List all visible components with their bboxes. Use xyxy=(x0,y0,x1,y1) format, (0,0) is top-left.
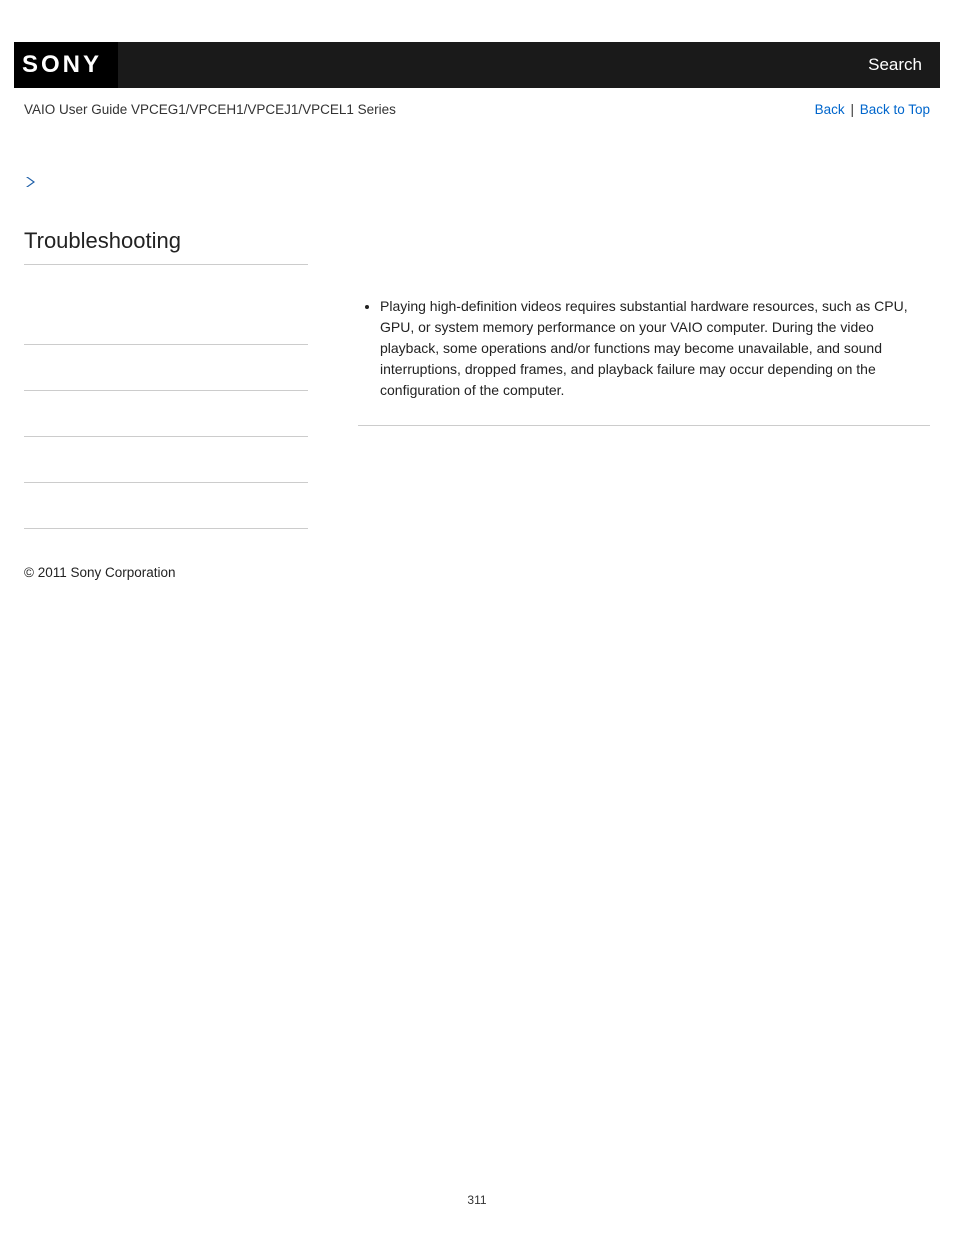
content-divider xyxy=(358,425,930,426)
logo-area: SONY xyxy=(14,42,118,88)
section-title: Troubleshooting xyxy=(24,228,308,265)
guide-title: VAIO User Guide VPCEG1/VPCEH1/VPCEJ1/VPC… xyxy=(24,102,396,117)
back-to-top-link[interactable]: Back to Top xyxy=(860,102,930,117)
nav-links: Back | Back to Top xyxy=(815,102,930,117)
back-link[interactable]: Back xyxy=(815,102,845,117)
copyright: © 2011 Sony Corporation xyxy=(24,565,940,580)
sidebar-item[interactable] xyxy=(24,437,308,483)
header-bar: SONY Search xyxy=(14,42,940,88)
main-grid: Troubleshooting Playing high-definition … xyxy=(24,228,930,529)
search-link[interactable]: Search xyxy=(868,55,922,75)
sidebar-item[interactable] xyxy=(24,345,308,391)
bullet-list: Playing high-definition videos requires … xyxy=(358,296,930,419)
right-column: Playing high-definition videos requires … xyxy=(358,228,930,529)
chevron-right-icon xyxy=(24,175,38,189)
sony-logo: SONY xyxy=(22,51,102,79)
bullet-item: Playing high-definition videos requires … xyxy=(380,296,930,419)
left-column: Troubleshooting xyxy=(24,228,308,529)
content-area: Troubleshooting Playing high-definition … xyxy=(14,175,940,529)
sidebar-item[interactable] xyxy=(24,483,308,529)
nav-separator: | xyxy=(847,102,858,117)
page-number: 311 xyxy=(0,1193,954,1207)
body-text: Playing high-definition videos requires … xyxy=(358,296,930,426)
sidebar-item[interactable] xyxy=(24,391,308,437)
sub-header: VAIO User Guide VPCEG1/VPCEH1/VPCEJ1/VPC… xyxy=(14,88,940,127)
sidebar-item[interactable] xyxy=(24,299,308,345)
breadcrumb-arrow xyxy=(24,175,930,192)
